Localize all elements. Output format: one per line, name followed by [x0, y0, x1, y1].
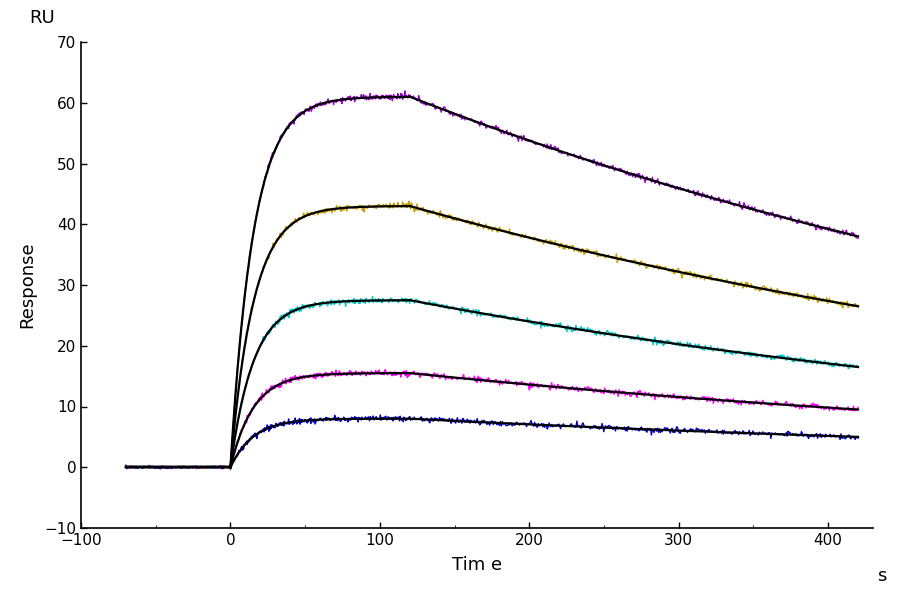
Text: RU: RU	[30, 10, 55, 28]
Y-axis label: Response: Response	[18, 242, 36, 328]
X-axis label: Tim e: Tim e	[452, 556, 502, 574]
Text: s: s	[877, 567, 886, 585]
